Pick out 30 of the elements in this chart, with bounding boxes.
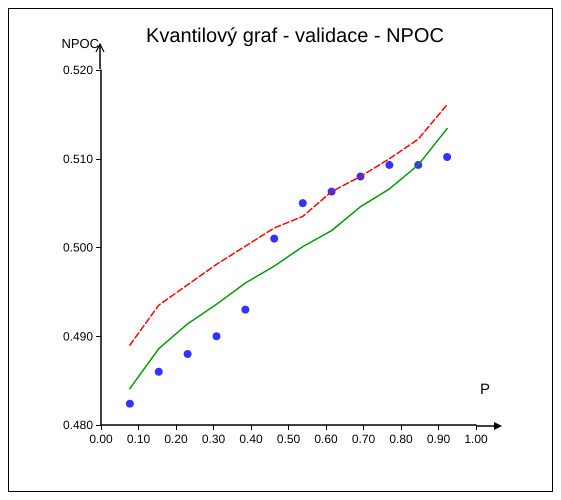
y-tick-label: 0.500 (62, 240, 94, 254)
x-tick-label: 0.00 (89, 432, 113, 446)
y-tick-label: 0.490 (62, 329, 94, 344)
x-tick-label: 0.70 (352, 432, 376, 446)
point (241, 306, 250, 314)
point (212, 332, 220, 340)
x-axis-title: P (480, 381, 490, 398)
y-tick-label: 0.520 (62, 63, 94, 77)
point (443, 152, 452, 161)
x-tick-label: 0.90 (426, 432, 450, 446)
line-series (129, 104, 448, 346)
x-tick-label: 1.00 (464, 432, 488, 446)
point (184, 350, 192, 358)
x-tick-label: 0.30 (202, 432, 226, 446)
y-tick-label: 0.510 (62, 152, 94, 166)
point (298, 199, 307, 208)
x-tick-label: 0.40 (239, 432, 263, 446)
point (154, 368, 163, 376)
x-tick-label: 0.50 (276, 432, 300, 446)
line-series (129, 128, 448, 390)
x-tick-label: 0.20 (164, 432, 188, 446)
x-tick-label: 0.80 (389, 432, 413, 446)
point (126, 400, 134, 408)
x-tick-label: 0.10 (126, 432, 150, 446)
chart-title: Kvantilový graf - validace - NPOC (146, 25, 444, 47)
point (270, 234, 278, 243)
point (385, 160, 394, 169)
y-tick-label: 0.480 (62, 418, 94, 432)
y-axis-title: NPOC (61, 36, 99, 51)
x-tick-label: 0.60 (314, 432, 338, 446)
